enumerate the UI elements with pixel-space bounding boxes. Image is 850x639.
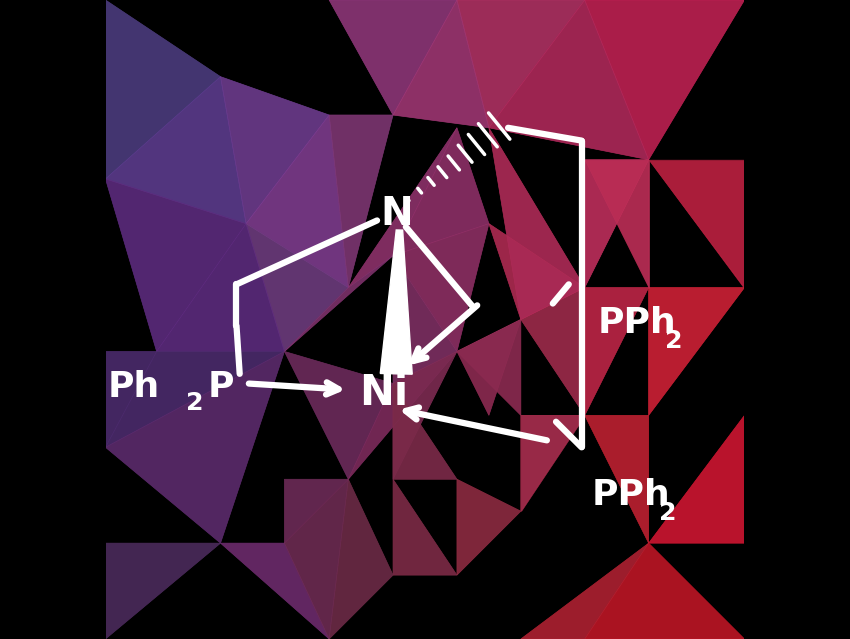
Polygon shape [105, 351, 156, 447]
Polygon shape [246, 115, 348, 288]
Text: P: P [207, 369, 235, 404]
Polygon shape [489, 224, 585, 320]
Text: Ph: Ph [108, 369, 160, 404]
Polygon shape [393, 256, 457, 383]
Text: PPh: PPh [598, 305, 677, 340]
Polygon shape [285, 351, 393, 479]
Polygon shape [105, 351, 285, 447]
Polygon shape [649, 288, 745, 415]
Polygon shape [246, 224, 348, 351]
Polygon shape [220, 543, 329, 639]
Polygon shape [521, 288, 585, 415]
Polygon shape [585, 288, 649, 415]
Polygon shape [105, 0, 220, 179]
Polygon shape [285, 256, 393, 351]
Polygon shape [285, 479, 348, 639]
Polygon shape [585, 0, 745, 160]
Text: PPh: PPh [591, 478, 670, 512]
Polygon shape [393, 479, 457, 575]
Polygon shape [393, 351, 457, 479]
Polygon shape [457, 0, 585, 128]
Polygon shape [393, 383, 457, 479]
Polygon shape [489, 0, 649, 160]
Polygon shape [348, 128, 457, 288]
Polygon shape [585, 160, 649, 288]
Polygon shape [348, 351, 457, 479]
Polygon shape [220, 77, 329, 224]
Polygon shape [329, 0, 457, 115]
Polygon shape [285, 479, 348, 543]
Polygon shape [457, 320, 521, 415]
Text: N: N [380, 195, 412, 233]
Polygon shape [649, 160, 745, 288]
Polygon shape [649, 415, 745, 543]
Text: 2: 2 [186, 390, 204, 415]
Polygon shape [457, 320, 521, 415]
Polygon shape [105, 543, 220, 639]
Polygon shape [585, 543, 745, 639]
Polygon shape [105, 179, 246, 351]
Polygon shape [521, 415, 585, 511]
Polygon shape [457, 479, 521, 575]
Polygon shape [105, 351, 285, 543]
Polygon shape [105, 77, 246, 224]
Polygon shape [585, 415, 649, 543]
Polygon shape [156, 224, 285, 351]
Polygon shape [329, 115, 393, 288]
Polygon shape [329, 479, 393, 639]
Text: Ni: Ni [359, 372, 408, 414]
Polygon shape [393, 128, 489, 256]
Polygon shape [489, 128, 585, 320]
Polygon shape [521, 543, 649, 639]
Text: 2: 2 [659, 501, 677, 525]
Polygon shape [585, 160, 649, 288]
Text: 2: 2 [666, 328, 683, 353]
Polygon shape [380, 230, 412, 374]
Polygon shape [393, 0, 489, 128]
Polygon shape [521, 415, 585, 511]
Polygon shape [393, 224, 489, 351]
